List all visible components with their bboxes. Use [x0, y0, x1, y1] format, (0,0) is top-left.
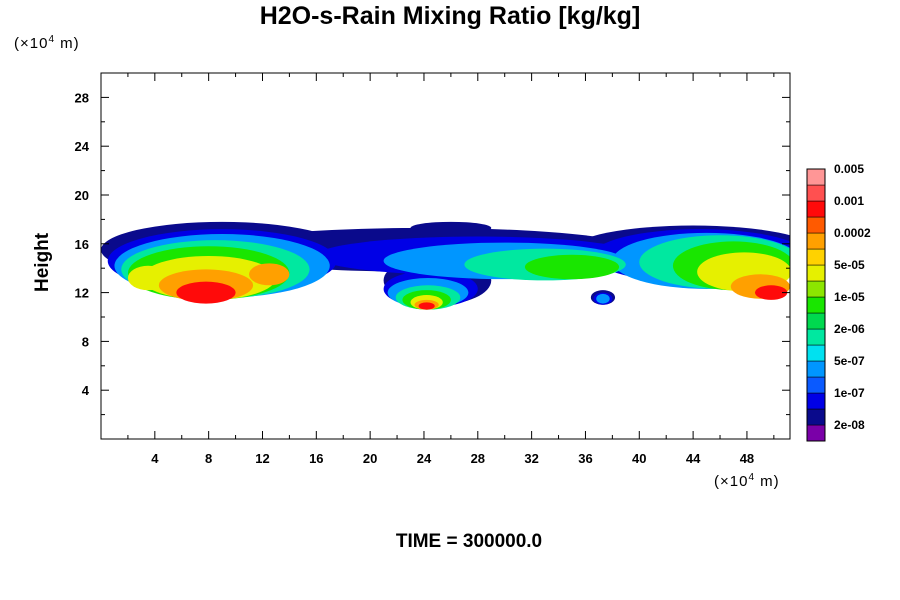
y-unit-prefix: (×10: [14, 35, 49, 52]
x-tick-label-40: 40: [632, 451, 646, 466]
colorbar-swatch-7: [806, 312, 826, 330]
colorbar-swatch-9: [806, 280, 826, 298]
x-tick-label-12: 12: [255, 451, 269, 466]
colorbar-swatch-8: [806, 296, 826, 314]
y-tick-label-8: 8: [82, 334, 89, 349]
x-unit-suffix: m): [755, 473, 780, 490]
y-tick-label-12: 12: [75, 286, 89, 301]
x-tick-label-16: 16: [309, 451, 323, 466]
x-tick-label-4: 4: [151, 451, 159, 466]
x-unit-exponent: 4: [748, 472, 756, 483]
x-unit-prefix: (×10: [714, 473, 749, 490]
field-contour-level-14-1: [755, 285, 788, 300]
colorbar-swatch-5: [806, 344, 826, 362]
plot-frame: [100, 72, 791, 440]
x-tick-label-44: 44: [686, 451, 701, 466]
colorbar-swatch-11: [806, 248, 826, 266]
colorbar-frame: [806, 168, 826, 442]
colorbar-swatch-2: [806, 392, 826, 410]
x-tick-label-36: 36: [578, 451, 592, 466]
field-contour-level-14-0: [176, 281, 236, 304]
field-contour-level-8-1: [524, 254, 620, 280]
colorbar-swatch-10: [806, 264, 826, 282]
colorbar-swatch-0: [806, 424, 826, 442]
y-unit-suffix: m): [55, 35, 80, 52]
colorbar-label-0.001: 0.001: [834, 194, 864, 208]
x-tick-label-48: 48: [740, 451, 754, 466]
y-tick-label-24: 24: [75, 139, 90, 154]
field-contour-level-10-3: [127, 265, 169, 291]
x-tick-label-32: 32: [524, 451, 538, 466]
colorbar-label-5e-05: 5e-05: [834, 258, 865, 272]
colorbar-label-0.005: 0.005: [834, 162, 864, 176]
y-unit-exponent: 4: [48, 34, 56, 45]
y-tick-label-16: 16: [75, 237, 89, 252]
colorbar-label-2e-06: 2e-06: [834, 322, 865, 336]
colorbar-label-0.0002: 0.0002: [834, 226, 871, 240]
colorbar-label-2e-08: 2e-08: [834, 418, 865, 432]
chart-title: H2O-s-Rain Mixing Ratio [kg/kg]: [259, 2, 641, 30]
x-tick-label-20: 20: [363, 451, 377, 466]
colorbar-swatch-15: [806, 184, 826, 202]
colorbar-swatch-14: [806, 200, 826, 218]
field-contour-level-14-2: [418, 302, 435, 310]
colorbar-swatch-4: [806, 360, 826, 378]
colorbar-swatch-6: [806, 328, 826, 346]
colorbar-swatch-16: [806, 168, 826, 186]
x-tick-label-28: 28: [471, 451, 485, 466]
x-axis-unit: (×104 m): [714, 472, 780, 490]
rain-field: [101, 221, 790, 310]
field-contour-level-1-5: [410, 221, 492, 235]
time-label: TIME = 300000.0: [395, 531, 543, 552]
colorbar-swatch-1: [806, 408, 826, 426]
x-tick-label-24: 24: [417, 451, 432, 466]
colorbar-label-1e-05: 1e-05: [834, 290, 865, 304]
colorbar-swatch-12: [806, 232, 826, 250]
colorbar-swatch-13: [806, 216, 826, 234]
y-tick-label-28: 28: [75, 90, 89, 105]
colorbar-label-5e-07: 5e-07: [834, 354, 865, 368]
y-axis-unit: (×104 m): [14, 34, 80, 52]
y-tick-label-4: 4: [82, 383, 90, 398]
colorbar-label-1e-07: 1e-07: [834, 386, 865, 400]
colorbar-swatch-3: [806, 376, 826, 394]
x-tick-label-8: 8: [205, 451, 212, 466]
y-tick-label-20: 20: [75, 188, 89, 203]
field-contour-level-12-3: [249, 263, 290, 286]
field-contour-level-4-4: [596, 293, 610, 304]
colorbar: 2e-08 1e-07 5e-07 2e-06 1e-05 5e-05 0.0002 0.00…: [806, 162, 871, 442]
